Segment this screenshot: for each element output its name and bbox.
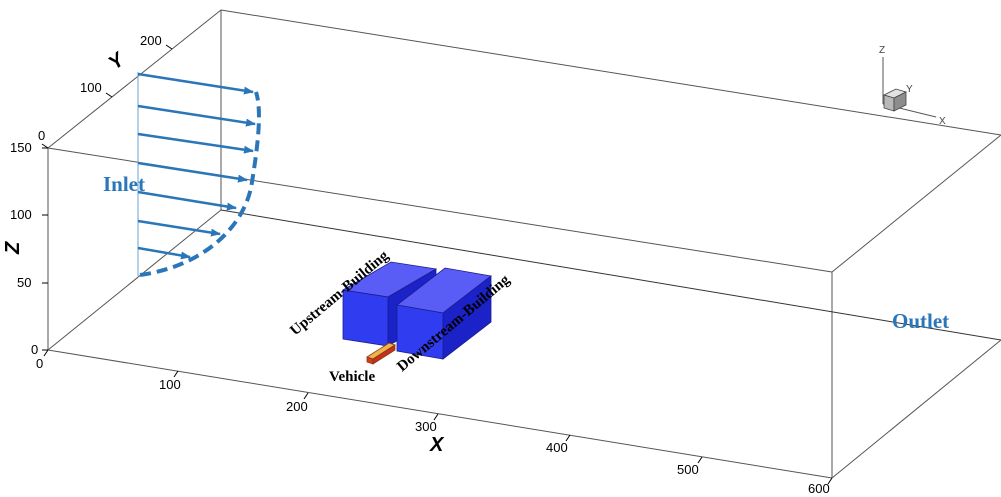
z-axis-ticks xyxy=(42,147,48,351)
x-tick-mark xyxy=(697,456,703,464)
inlet-profile-curve xyxy=(139,91,261,277)
box-edge-back-top xyxy=(220,9,1001,136)
inlet-arrow xyxy=(137,190,237,211)
x-tick-mark xyxy=(827,477,833,485)
inlet-profile xyxy=(137,72,261,277)
inlet-arrow xyxy=(137,219,221,237)
x-tick-label: 600 xyxy=(808,481,830,496)
x-tick-mark xyxy=(565,434,571,442)
y-axis-title: Y xyxy=(105,48,130,75)
triad-z-label: Z xyxy=(879,45,885,56)
downstream-building xyxy=(396,267,492,360)
x-tick-label: 300 xyxy=(415,419,437,434)
x-axis-ticks xyxy=(43,349,833,485)
box-edge-back-bottom xyxy=(220,209,1001,341)
inlet-arrow xyxy=(137,246,191,260)
y-axis-ticks xyxy=(41,44,173,149)
z-tick-label: 150 xyxy=(10,140,32,155)
x-tick-label: 200 xyxy=(286,399,308,414)
x-tick-label: 100 xyxy=(159,377,181,392)
y-tick-label: 0 xyxy=(38,128,45,143)
outlet-label: Outlet xyxy=(892,309,949,333)
x-tick-label: 500 xyxy=(677,462,699,477)
box-edge-front-bottom xyxy=(47,349,833,479)
box-edge-bottom-left xyxy=(47,209,222,351)
z-axis-title: Z xyxy=(2,241,24,255)
y-tick-label: 200 xyxy=(140,33,162,48)
y-tick-label: 100 xyxy=(80,80,102,95)
box-edge-bottom-right xyxy=(831,339,1001,479)
triad-cube-front xyxy=(883,94,895,112)
x-tick-mark xyxy=(173,370,179,378)
triad-cube-side xyxy=(893,91,907,112)
vehicle-front xyxy=(372,344,396,365)
triad-x-label: X xyxy=(939,116,946,127)
x-axis-title: X xyxy=(429,434,445,456)
inlet-arrow xyxy=(137,104,256,127)
domain-box xyxy=(47,9,1001,479)
x-tick-mark xyxy=(43,349,49,357)
x-tick-label: 400 xyxy=(546,440,568,455)
orientation-triad: Z Y X xyxy=(879,45,946,127)
box-edge-top-left xyxy=(47,9,222,149)
downstream-building-front xyxy=(396,304,444,360)
vehicle-label: Vehicle xyxy=(329,369,375,385)
x-tick-mark xyxy=(433,413,439,421)
box-edge-top-right xyxy=(831,134,1001,273)
upstream-building-front xyxy=(342,289,389,347)
z-tick-label: 0 xyxy=(31,342,38,357)
y-tick-mark xyxy=(41,143,49,149)
z-tick-label: 100 xyxy=(10,207,32,222)
x-tick-mark xyxy=(303,392,309,400)
inlet-label: Inlet xyxy=(103,172,145,196)
z-tick-label: 50 xyxy=(17,275,31,290)
y-tick-mark xyxy=(165,44,173,50)
inlet-arrow xyxy=(137,132,254,154)
y-tick-mark xyxy=(105,92,113,98)
inlet-arrow xyxy=(137,161,248,183)
vehicle xyxy=(366,342,396,365)
triad-y-label: Y xyxy=(906,84,913,95)
inlet-arrow xyxy=(137,72,254,95)
x-tick-label: 0 xyxy=(36,356,43,371)
